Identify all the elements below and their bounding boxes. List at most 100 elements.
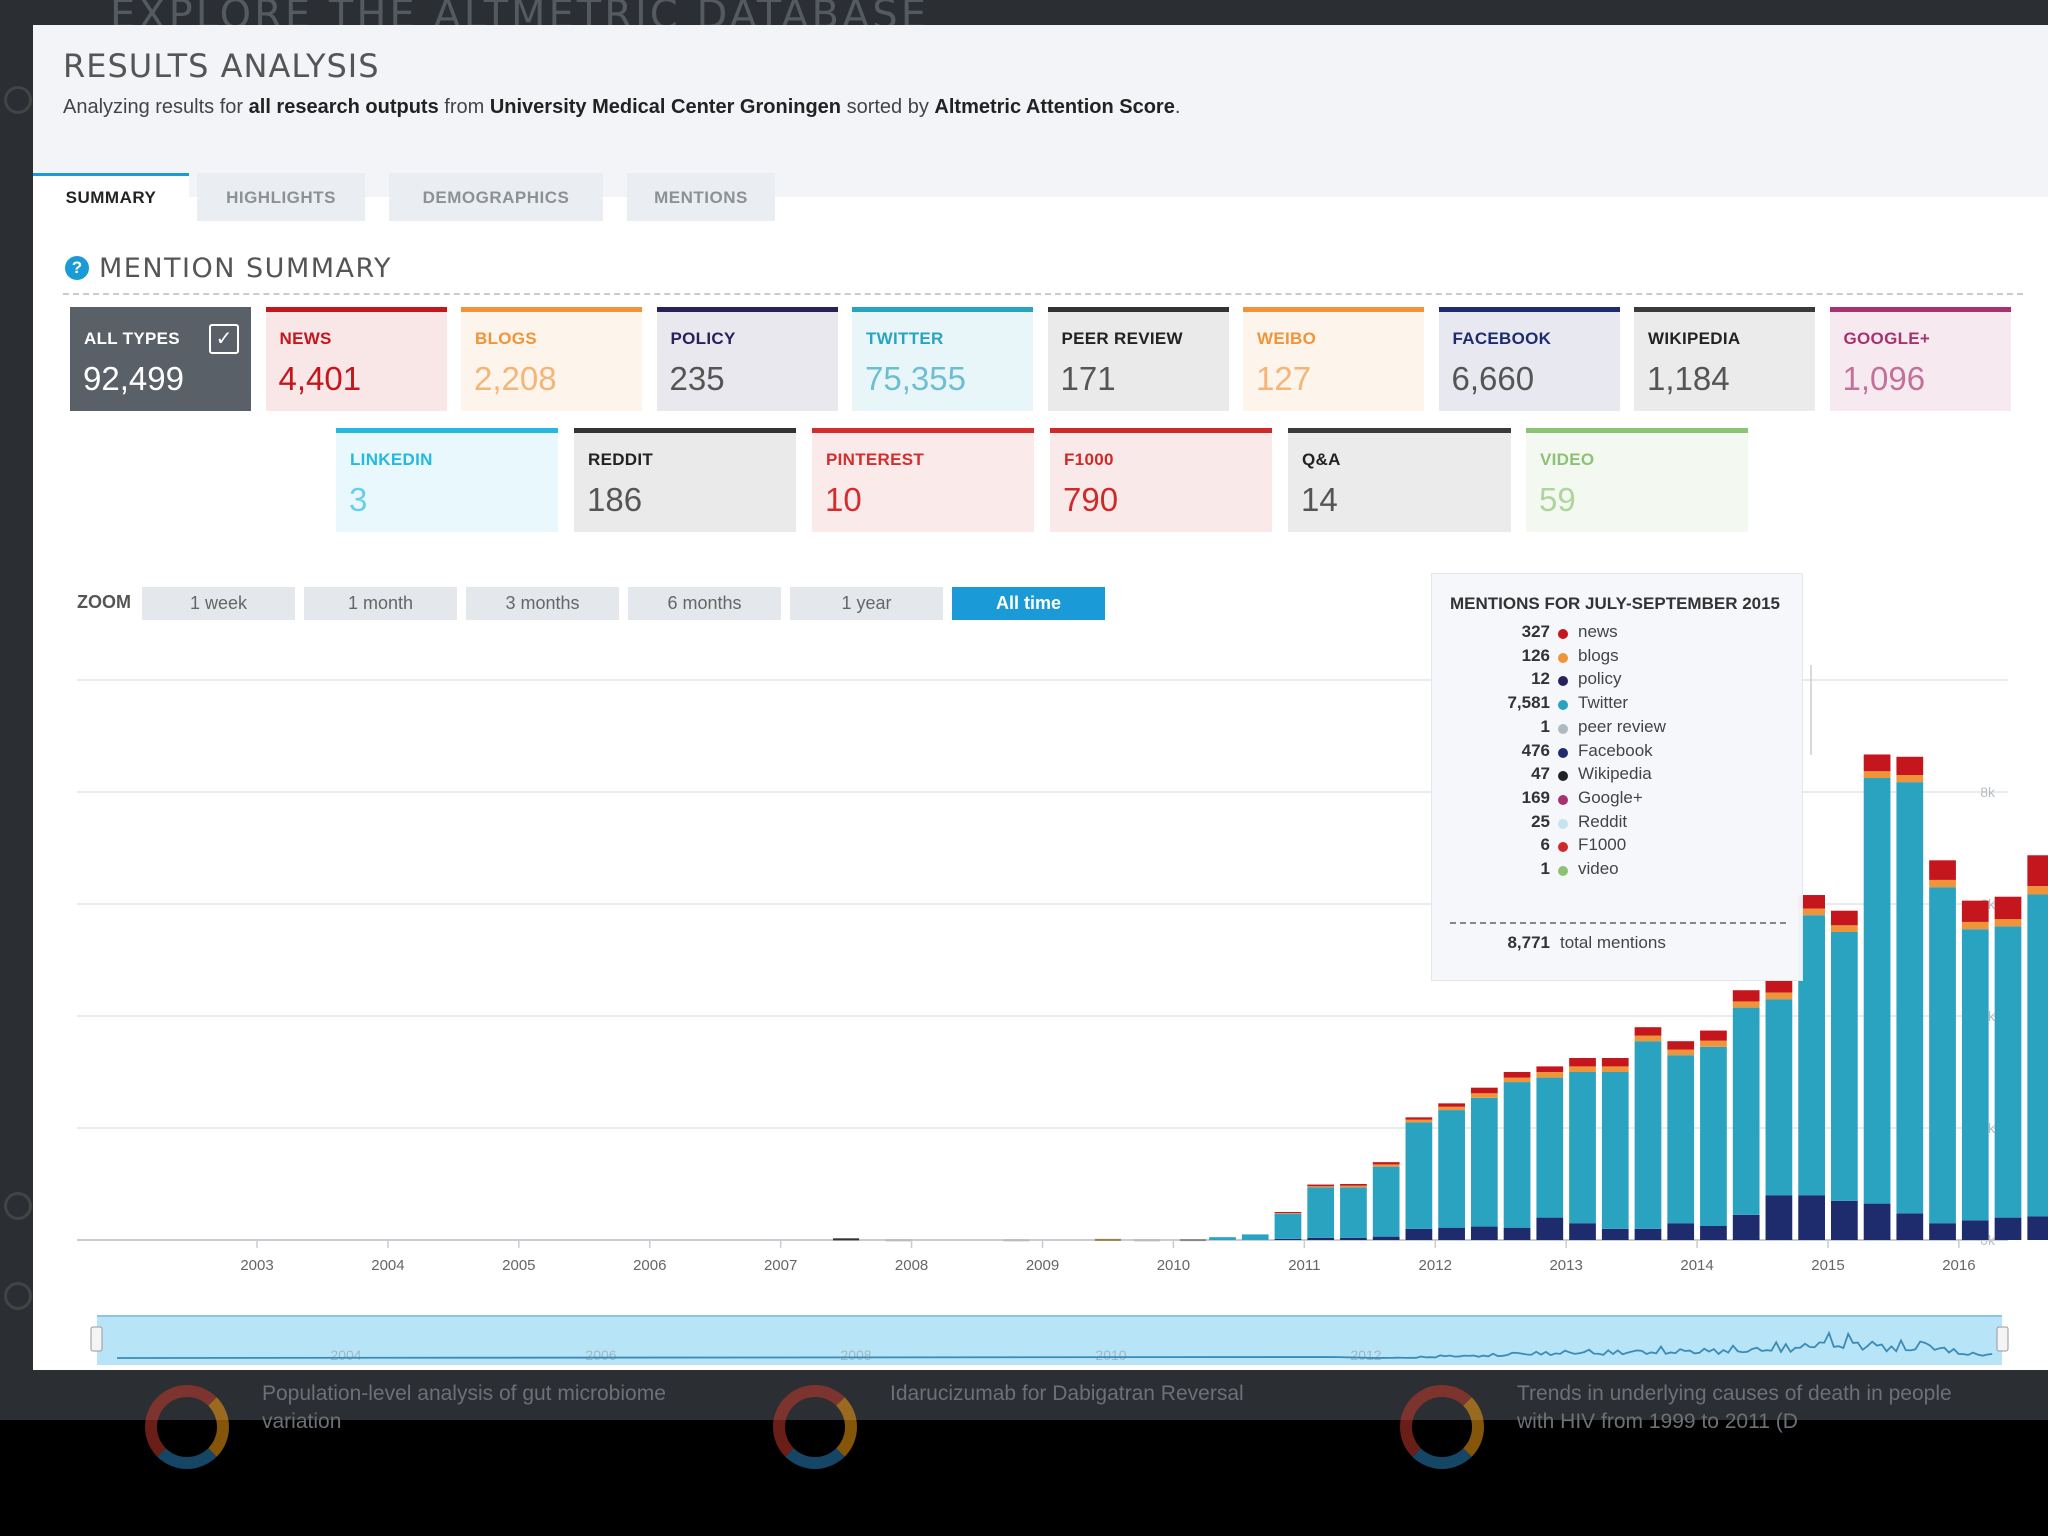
chart-bar-segment xyxy=(1765,980,1793,993)
zoom-1-month[interactable]: 1 month xyxy=(304,587,457,620)
chart-bar-segment xyxy=(1503,1072,1531,1078)
chart-bar-segment xyxy=(1601,1072,1629,1229)
chart-bar-segment xyxy=(1929,879,1956,888)
navigator-handle-right[interactable] xyxy=(1996,1326,2009,1352)
mention-card-count: 127 xyxy=(1256,360,1312,397)
chart-bar-segment xyxy=(1503,1227,1531,1240)
chart-bar-segment xyxy=(1634,1027,1662,1036)
mention-card-all-types[interactable]: ALL TYPES 92,499 ✓ xyxy=(70,307,251,411)
chart-bar-segment xyxy=(1961,900,1989,922)
donut-icon xyxy=(1400,1385,1484,1469)
mention-card-policy[interactable]: POLICY 235 xyxy=(656,307,838,411)
tooltip-title: MENTIONS FOR JULY-SEPTEMBER 2015 xyxy=(1450,594,1781,613)
mention-card-label: BLOGS xyxy=(475,329,537,348)
results-analysis-modal: RESULTS ANALYSIS Analyzing results for a… xyxy=(33,25,2048,1370)
mention-card-q-a[interactable]: Q&A 14 xyxy=(1288,428,1511,532)
zoom-1-year[interactable]: 1 year xyxy=(790,587,943,620)
mention-card-label: F1000 xyxy=(1064,450,1114,469)
navigator-tick-label: 2006 xyxy=(585,1347,616,1363)
zoom-6-months[interactable]: 6 months xyxy=(628,587,781,620)
chart-bar-segment xyxy=(1896,756,1924,776)
navigator-series-line xyxy=(116,1330,1993,1359)
chart-bar-segment xyxy=(1307,1186,1335,1188)
chart-bar-segment xyxy=(2027,894,2048,1217)
tooltip-row: 169 Google+ xyxy=(1432,788,1804,812)
mention-card-label: POLICY xyxy=(670,329,736,348)
chart-tooltip: MENTIONS FOR JULY-SEPTEMBER 2015 327 news… xyxy=(1431,573,1803,981)
mention-card-label: PEER REVIEW xyxy=(1061,329,1183,348)
sidebar-icon[interactable] xyxy=(4,1192,32,1220)
mention-card-twitter[interactable]: TWITTER 75,355 xyxy=(852,307,1033,411)
background-card-title[interactable]: Idarucizumab for Dabigatran Reversal xyxy=(890,1382,1244,1405)
legend-dot-icon xyxy=(1558,676,1568,687)
tooltip-row-count: 327 xyxy=(1521,622,1550,641)
zoom-All-time[interactable]: All time xyxy=(952,587,1105,620)
tooltip-row-count: 25 xyxy=(1531,811,1550,831)
mention-card-blogs[interactable]: BLOGS 2,208 xyxy=(461,307,642,411)
tooltip-row-label: Facebook xyxy=(1578,740,1653,760)
chart-bar-segment xyxy=(1405,1228,1433,1240)
mention-card-count: 171 xyxy=(1060,360,1116,397)
mention-card-pinterest[interactable]: PINTEREST 10 xyxy=(812,428,1034,532)
navigator-handle-left[interactable] xyxy=(90,1326,103,1352)
tooltip-row: 12 policy xyxy=(1432,669,1804,693)
chart-bar-segment xyxy=(1765,999,1793,1196)
mention-card-video[interactable]: VIDEO 59 xyxy=(1526,428,1748,532)
chart-bar-segment xyxy=(1634,1035,1662,1042)
chart-bar-segment xyxy=(1274,1213,1302,1214)
x-tick-label: 2010 xyxy=(1157,1257,1190,1274)
mention-card-count: 6,660 xyxy=(1451,360,1535,397)
chart-bar-segment xyxy=(1700,1030,1727,1041)
tooltip-row: 476 Facebook xyxy=(1432,741,1804,765)
zoom-3-months[interactable]: 3 months xyxy=(466,587,619,620)
mention-card-label: PINTEREST xyxy=(826,450,925,469)
x-tick-label: 2006 xyxy=(633,1257,666,1274)
chart-bar-segment xyxy=(1003,1239,1030,1242)
chart-bar-segment xyxy=(1667,1055,1695,1224)
mention-card-news[interactable]: NEWS 4,401 xyxy=(265,307,447,411)
x-tick-label: 2012 xyxy=(1419,1257,1452,1274)
chart-bar-segment xyxy=(1961,929,1989,1221)
background-card-title[interactable]: Population-level analysis of gut microbi… xyxy=(262,1382,666,1433)
mention-card-peer-review[interactable]: PEER REVIEW 171 xyxy=(1047,307,1229,411)
zoom-1-week[interactable]: 1 week xyxy=(142,587,295,620)
chart-bar-segment xyxy=(1961,1220,1989,1240)
tab-mentions[interactable]: MENTIONS xyxy=(627,173,775,221)
chart-bar-segment xyxy=(1503,1077,1531,1083)
tooltip-row-label: Google+ xyxy=(1578,787,1643,807)
tooltip-row-count: 1 xyxy=(1540,859,1550,878)
mention-card-facebook[interactable]: FACEBOOK 6,660 xyxy=(1438,307,1620,411)
chart-bar-segment xyxy=(1503,1082,1531,1228)
navigator-tick-label: 2004 xyxy=(330,1347,361,1363)
sidebar-icon[interactable] xyxy=(4,86,32,114)
chart-bar-segment xyxy=(1601,1066,1629,1072)
section-divider xyxy=(63,293,2023,295)
mention-card-f1000[interactable]: F1000 790 xyxy=(1050,428,1272,532)
tab-highlights[interactable]: HIGHLIGHTS xyxy=(197,173,365,221)
chart-bar-segment xyxy=(1340,1185,1367,1188)
chart-bar-segment xyxy=(1438,1103,1465,1107)
help-icon[interactable]: ? xyxy=(65,256,89,280)
mention-card-weibo[interactable]: WEIBO 127 xyxy=(1243,307,1424,411)
chart-bar-segment xyxy=(1405,1119,1433,1123)
tooltip-row: 1 video xyxy=(1432,859,1804,883)
mention-card-wikipedia[interactable]: WIKIPEDIA 1,184 xyxy=(1634,307,1815,411)
mention-card-linkedin[interactable]: LINKEDIN 3 xyxy=(336,428,558,532)
chart-bar-segment xyxy=(1340,1237,1367,1240)
chart-bar-segment xyxy=(1601,1058,1629,1067)
tab-summary[interactable]: SUMMARY xyxy=(33,173,189,226)
chart-bar-segment xyxy=(1241,1234,1269,1240)
mention-card-count: 59 xyxy=(1539,481,1576,518)
checkbox-icon[interactable]: ✓ xyxy=(209,324,239,354)
chart-bar-segment xyxy=(2027,855,2048,887)
chart-bar-segment xyxy=(1863,1203,1891,1240)
mention-card-google[interactable]: GOOGLE+ 1,096 xyxy=(1829,307,2011,411)
chart-bar-segment xyxy=(1798,1195,1825,1240)
tab-demographics[interactable]: DEMOGRAPHICS xyxy=(389,173,603,221)
background-card-title[interactable]: Trends in underlying causes of death in … xyxy=(1517,1382,1952,1433)
chart-bar-segment xyxy=(1798,895,1825,909)
tooltip-row-label: blogs xyxy=(1578,645,1619,665)
mention-card-reddit[interactable]: REDDIT 186 xyxy=(574,428,796,532)
settings-icon[interactable] xyxy=(4,1282,32,1310)
mention-card-label: GOOGLE+ xyxy=(1843,329,1931,348)
